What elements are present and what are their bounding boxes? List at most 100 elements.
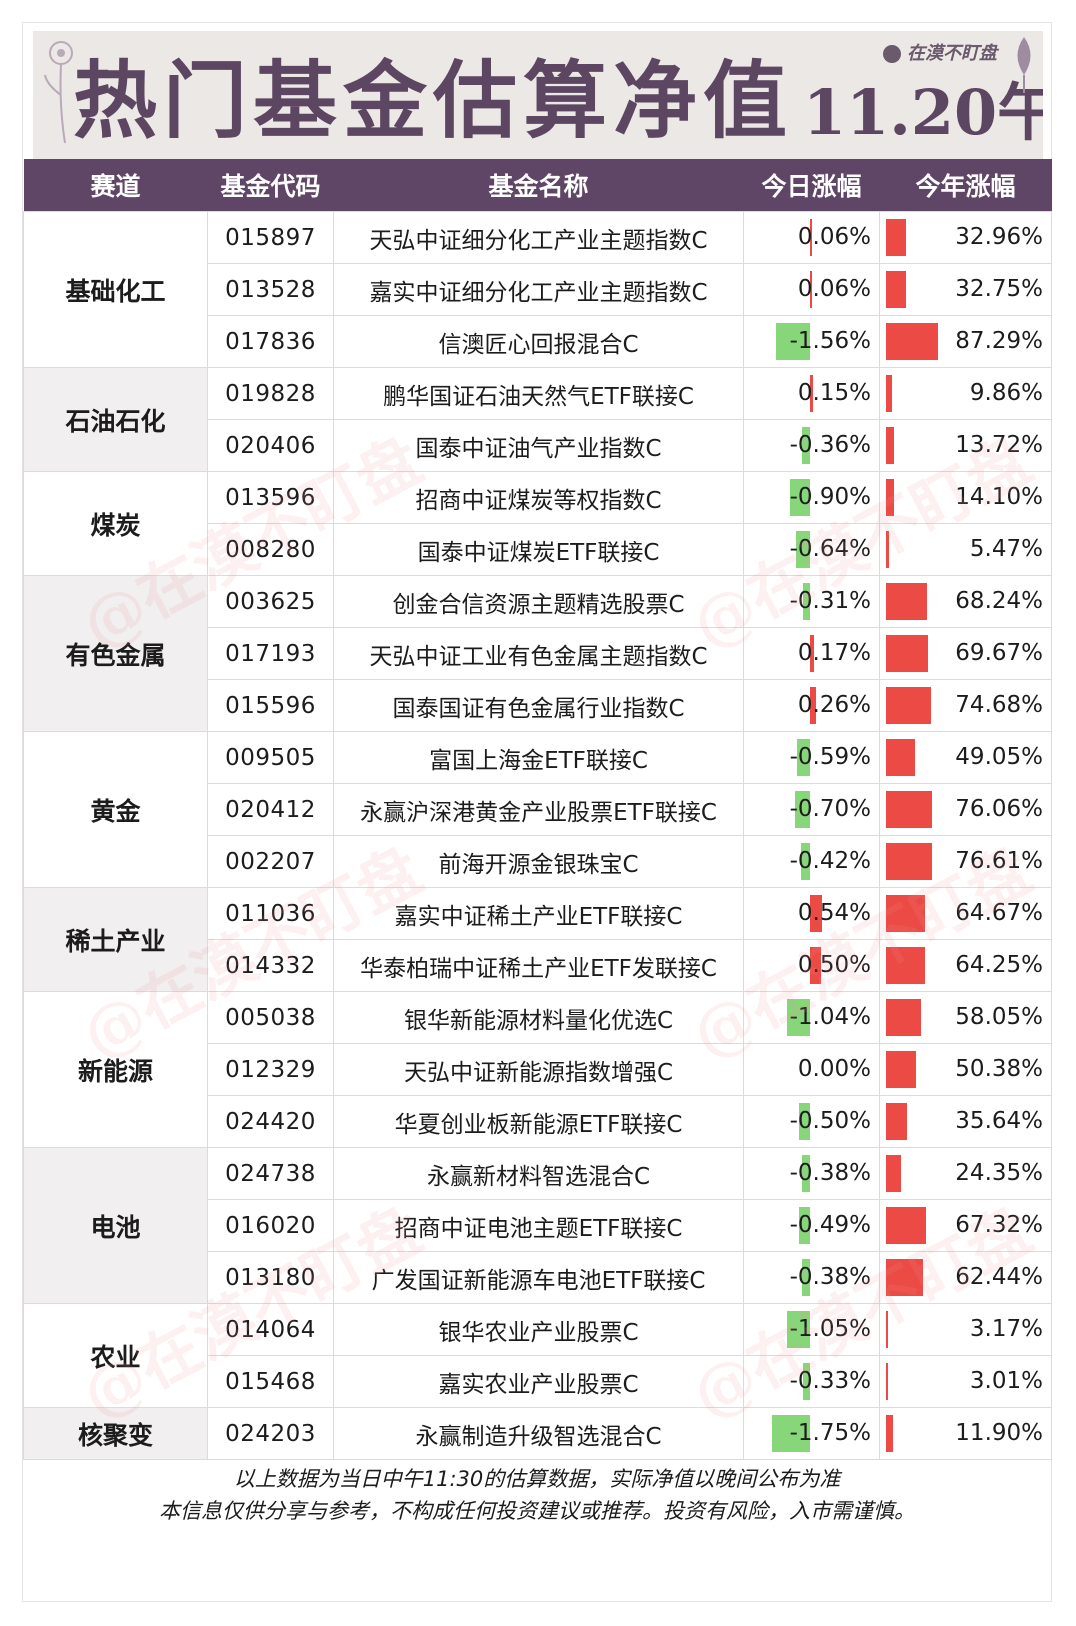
fund-table: 赛道 基金代码 基金名称 今日涨幅 今年涨幅 基础化工 015897 天弘中证细分化…: [23, 159, 1052, 1460]
today-change-cell: 0.54%: [743, 887, 880, 940]
ytd-change-value: 14.10%: [955, 484, 1043, 510]
today-change-cell: -1.56%: [743, 315, 880, 368]
table-row: 002207 前海开源金银珠宝C -0.42% 76.61%: [24, 835, 1052, 888]
today-change-value: -0.90%: [789, 484, 871, 510]
fund-code-cell: 019828: [207, 367, 334, 420]
table-body: 基础化工 015897 天弘中证细分化工产业主题指数C 0.06% 32.96% 0135…: [23, 211, 1052, 1460]
fund-code-cell: 015468: [207, 1355, 334, 1408]
today-change-cell: -0.42%: [743, 835, 880, 888]
ytd-change-cell: 32.96%: [879, 211, 1052, 264]
fund-name-cell: 华夏创业板新能源ETF联接C: [333, 1095, 744, 1148]
ytd-change-value: 3.01%: [969, 1368, 1043, 1394]
today-change-cell: 0.00%: [743, 1043, 880, 1096]
header-ytd-change: 今年涨幅: [879, 159, 1052, 212]
today-change-value: -1.56%: [789, 328, 871, 354]
fund-name-cell: 国泰中证油气产业指数C: [333, 419, 744, 472]
fund-code-cell: 020406: [207, 419, 334, 472]
ytd-change-cell: 11.90%: [879, 1407, 1052, 1460]
table-row: 黄金 009505 富国上海金ETF联接C -0.59% 49.05%: [23, 731, 1052, 888]
fund-code-cell: 005038: [207, 991, 334, 1044]
ytd-change-bar: [886, 999, 921, 1036]
today-change-cell: -1.05%: [743, 1303, 880, 1356]
table-row: 015468 嘉实农业产业股票C -0.33% 3.01%: [24, 1355, 1052, 1408]
table-row: 石油石化 019828 鹏华国证石油天然气ETF联接C 0.15% 9.86%: [23, 367, 1052, 472]
ytd-change-cell: 9.86%: [879, 367, 1052, 420]
today-change-value: -0.70%: [789, 796, 871, 822]
header-code: 基金代码: [207, 159, 334, 212]
sector-cell: 核聚变: [23, 1407, 208, 1460]
fund-code-cell: 003625: [207, 575, 334, 628]
ytd-change-cell: 87.29%: [879, 315, 1052, 368]
today-change-cell: -0.59%: [743, 731, 880, 784]
ytd-change-cell: 5.47%: [879, 523, 1052, 576]
today-change-value: 0.00%: [797, 1056, 871, 1082]
today-change-bar: [771, 1415, 810, 1452]
brand-logo-icon: [883, 45, 901, 63]
fund-name-cell: 天弘中证细分化工产业主题指数C: [333, 211, 744, 264]
fund-name-cell: 国泰国证有色金属行业指数C: [333, 679, 744, 732]
today-change-value: -0.31%: [789, 588, 871, 614]
fund-code-cell: 011036: [207, 887, 334, 940]
table-row: 020412 永赢沪深港黄金产业股票ETF联接C -0.70% 76.06%: [24, 783, 1052, 836]
ytd-change-cell: 64.67%: [879, 887, 1052, 940]
ytd-change-bar: [886, 843, 932, 880]
fund-code-cell: 012329: [207, 1043, 334, 1096]
today-change-bar: [802, 427, 810, 464]
table-row: 稀土产业 011036 嘉实中证稀土产业ETF联接C 0.54% 64.67%: [23, 887, 1052, 992]
ytd-change-value: 68.24%: [955, 588, 1043, 614]
page-title: 热门基金估算净值: [73, 51, 794, 150]
table-row: 煤炭 013596 招商中证煤炭等权指数C -0.90% 14.10%: [23, 471, 1052, 576]
sector-cell: 新能源: [23, 991, 208, 1148]
table-row: 核聚变 024203 永赢制造升级智选混合C -1.75% 11.90%: [23, 1407, 1052, 1460]
table-row: 015596 国泰国证有色金属行业指数C 0.26% 74.68%: [24, 679, 1052, 732]
table-row: 013180 广发国证新能源车电池ETF联接C -0.38% 62.44%: [24, 1251, 1052, 1304]
footnote-line-1: 以上数据为当日中午11:30的估算数据，实际净值以晚间公布为准: [233, 1467, 841, 1491]
fund-name-cell: 天弘中证新能源指数增强C: [333, 1043, 744, 1096]
ytd-change-bar: [886, 791, 932, 828]
today-change-cell: -0.36%: [743, 419, 880, 472]
header-today-change: 今日涨幅: [743, 159, 880, 212]
fund-name-cell: 永赢制造升级智选混合C: [333, 1407, 744, 1460]
fund-code-cell: 002207: [207, 835, 334, 888]
today-change-value: 0.17%: [797, 640, 871, 666]
today-change-cell: -0.90%: [743, 471, 880, 524]
sector-cell: 煤炭: [23, 471, 208, 576]
today-change-bar: [803, 583, 810, 620]
today-change-value: -0.49%: [789, 1212, 871, 1238]
today-change-cell: -1.04%: [743, 991, 880, 1044]
ytd-change-bar: [886, 427, 895, 464]
ytd-change-value: 67.32%: [955, 1212, 1043, 1238]
fund-name-cell: 招商中证电池主题ETF联接C: [333, 1199, 744, 1252]
ytd-change-bar: [886, 739, 916, 776]
fund-code-cell: 009505: [207, 731, 334, 784]
ytd-change-value: 76.06%: [955, 796, 1043, 822]
fund-code-cell: 014064: [207, 1303, 334, 1356]
ytd-change-value: 74.68%: [955, 692, 1043, 718]
sector-cell: 农业: [23, 1303, 208, 1408]
today-change-value: 0.50%: [797, 952, 871, 978]
ytd-change-cell: 32.75%: [879, 263, 1052, 316]
fund-name-cell: 天弘中证工业有色金属主题指数C: [333, 627, 744, 680]
today-change-bar: [801, 1259, 810, 1296]
today-change-cell: -1.75%: [743, 1407, 880, 1460]
sector-cell: 稀土产业: [23, 887, 208, 992]
ytd-change-value: 69.67%: [955, 640, 1043, 666]
fund-code-cell: 024420: [207, 1095, 334, 1148]
today-change-value: -0.36%: [789, 432, 871, 458]
fund-code-cell: 024203: [207, 1407, 334, 1460]
ytd-change-value: 13.72%: [955, 432, 1043, 458]
fund-name-cell: 嘉实中证稀土产业ETF联接C: [333, 887, 744, 940]
today-change-bar: [800, 843, 810, 880]
ytd-change-bar: [886, 1207, 927, 1244]
today-change-value: -0.50%: [789, 1108, 871, 1134]
ytd-change-value: 11.90%: [955, 1420, 1043, 1446]
fund-code-cell: 008280: [207, 523, 334, 576]
today-change-value: -0.38%: [789, 1160, 871, 1186]
ytd-change-value: 3.17%: [969, 1316, 1043, 1342]
today-change-cell: 0.06%: [743, 211, 880, 264]
fund-name-cell: 国泰中证煤炭ETF联接C: [333, 523, 744, 576]
fund-name-cell: 华泰柏瑞中证稀土产业ETF发联接C: [333, 939, 744, 992]
ytd-change-value: 32.75%: [955, 276, 1043, 302]
today-change-bar: [801, 1155, 810, 1192]
ytd-change-value: 76.61%: [955, 848, 1043, 874]
